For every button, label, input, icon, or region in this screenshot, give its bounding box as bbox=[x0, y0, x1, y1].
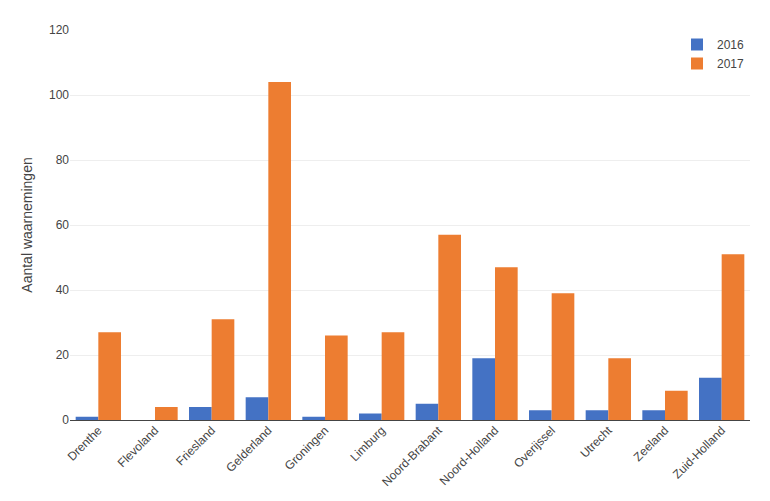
svg-text:Utrecht: Utrecht bbox=[577, 423, 615, 461]
svg-text:Aantal waarnemingen: Aantal waarnemingen bbox=[19, 157, 35, 292]
svg-text:Gelderland: Gelderland bbox=[223, 423, 274, 474]
svg-text:Drenthe: Drenthe bbox=[65, 423, 105, 463]
svg-text:2017: 2017 bbox=[717, 57, 744, 71]
svg-text:20: 20 bbox=[56, 348, 70, 362]
svg-text:Noord-Brabant: Noord-Brabant bbox=[379, 423, 445, 489]
svg-text:2016: 2016 bbox=[717, 38, 744, 52]
svg-text:Limburg: Limburg bbox=[347, 423, 388, 464]
svg-text:Zuid-Holland: Zuid-Holland bbox=[670, 423, 728, 481]
svg-text:Zeeland: Zeeland bbox=[631, 423, 672, 464]
svg-text:0: 0 bbox=[62, 413, 69, 427]
svg-text:Flevoland: Flevoland bbox=[115, 423, 162, 470]
svg-text:60: 60 bbox=[56, 218, 70, 232]
svg-text:40: 40 bbox=[56, 283, 70, 297]
svg-text:80: 80 bbox=[56, 153, 70, 167]
svg-text:Friesland: Friesland bbox=[173, 423, 218, 468]
svg-text:120: 120 bbox=[49, 23, 69, 37]
svg-text:100: 100 bbox=[49, 88, 69, 102]
svg-text:Noord-Holland: Noord-Holland bbox=[437, 423, 502, 488]
svg-text:Groningen: Groningen bbox=[282, 423, 332, 473]
svg-text:Overijssel: Overijssel bbox=[511, 423, 558, 470]
